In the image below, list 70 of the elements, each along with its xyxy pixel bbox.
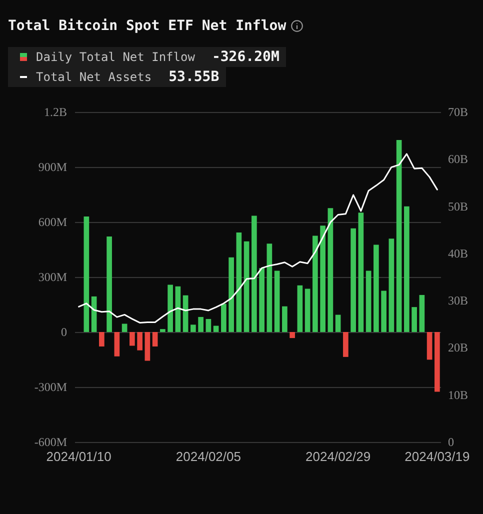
bar bbox=[396, 140, 402, 332]
bar bbox=[297, 285, 303, 332]
bar bbox=[84, 216, 90, 332]
y-tick-label: -300M bbox=[34, 380, 68, 394]
bar bbox=[144, 332, 150, 361]
y-tick-label: 0 bbox=[61, 325, 67, 339]
y-tick-label: 900M bbox=[38, 160, 68, 174]
bar bbox=[419, 294, 425, 332]
bar bbox=[282, 306, 288, 332]
x-tick-label: 2024/02/05 bbox=[176, 449, 241, 464]
bar bbox=[290, 332, 295, 338]
bar bbox=[320, 226, 326, 332]
bar bbox=[160, 329, 166, 332]
bar bbox=[228, 257, 234, 332]
legend-label: Total Net Assets bbox=[36, 70, 152, 84]
line-series bbox=[78, 153, 438, 324]
bar bbox=[304, 288, 310, 332]
bar bbox=[190, 324, 196, 332]
bar bbox=[106, 236, 112, 332]
x-tick-label: 2024/02/29 bbox=[306, 449, 371, 464]
bar bbox=[312, 236, 318, 332]
bar bbox=[343, 332, 348, 357]
bar bbox=[358, 212, 364, 332]
y2-tick-label: 10B bbox=[448, 388, 468, 402]
bar bbox=[236, 232, 242, 332]
y2-tick-label: 70B bbox=[448, 105, 468, 119]
y2-tick-label: 60B bbox=[448, 152, 468, 166]
y2-tick-label: 20B bbox=[448, 340, 468, 355]
text: -326.20M bbox=[212, 49, 280, 65]
bar bbox=[122, 324, 128, 332]
y2-tick-label: 30B bbox=[448, 294, 468, 308]
bar bbox=[412, 307, 417, 332]
bar bbox=[137, 332, 142, 350]
y2-tick-label: 40B bbox=[448, 246, 468, 260]
y-tick-label: 300M bbox=[38, 270, 68, 284]
bar bbox=[381, 290, 386, 332]
bar bbox=[213, 326, 219, 332]
y-tick-label: 1.2B bbox=[44, 105, 67, 119]
chart-title: Total Bitcoin Spot ETF Net Inflow bbox=[8, 18, 286, 34]
bar bbox=[152, 332, 158, 346]
bar bbox=[114, 332, 120, 356]
bar bbox=[252, 216, 257, 332]
bar bbox=[198, 316, 204, 332]
x-tick-label: 2024/03/19 bbox=[404, 449, 470, 464]
bar bbox=[426, 332, 432, 360]
bar bbox=[168, 284, 173, 332]
text: 53.55B bbox=[168, 69, 220, 85]
legend-label: Daily Total Net Inflow bbox=[36, 50, 195, 64]
bar bbox=[274, 270, 280, 332]
bar bbox=[350, 228, 356, 332]
bar bbox=[374, 244, 379, 332]
bar bbox=[366, 270, 372, 332]
bar bbox=[434, 332, 440, 392]
y-tick-label: 600M bbox=[38, 215, 68, 229]
bar bbox=[130, 332, 135, 346]
bar bbox=[221, 304, 226, 332]
bar bbox=[388, 238, 394, 332]
bar bbox=[328, 208, 334, 332]
bar bbox=[259, 268, 264, 332]
y2-tick-label: 50B bbox=[448, 199, 468, 214]
bar bbox=[244, 241, 250, 332]
bar bbox=[206, 318, 212, 332]
bar bbox=[99, 332, 104, 346]
bar bbox=[404, 206, 410, 332]
bar bbox=[266, 244, 272, 332]
y2-tick-label: 0 bbox=[448, 435, 454, 449]
x-tick-label: 2024/01/10 bbox=[46, 449, 112, 464]
bar bbox=[175, 286, 181, 332]
bar bbox=[335, 314, 341, 332]
y-tick-label: -600M bbox=[34, 435, 68, 449]
